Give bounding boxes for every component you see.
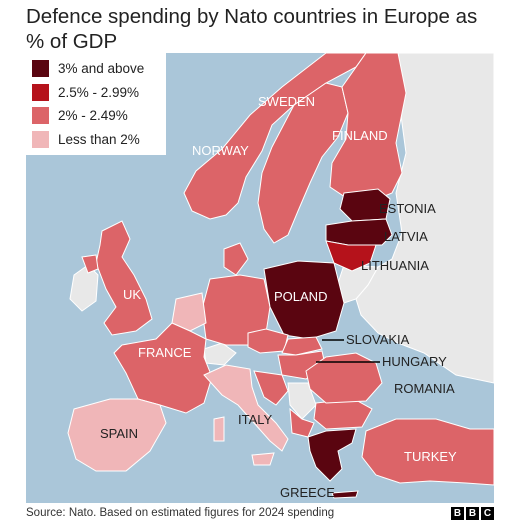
legend-item: 2% - 2.49% [32, 104, 160, 128]
legend-swatch [32, 107, 49, 125]
logo-letter: B [466, 507, 479, 520]
country-greece [307, 428, 357, 482]
bbc-logo: B B C [451, 507, 494, 520]
label-finland: FINLAND [332, 128, 388, 143]
label-norway: NORWAY [192, 143, 249, 158]
label-lithuania: LITHUANIA [361, 258, 429, 273]
non-nato-serbia [287, 382, 317, 420]
country-italy-sardinia [213, 416, 225, 442]
label-estonia: ESTONIA [379, 201, 436, 216]
label-sweden: SWEDEN [258, 94, 315, 109]
country-romania [305, 352, 383, 404]
legend-label: 2% - 2.49% [58, 108, 128, 124]
country-italy-sicily [251, 452, 275, 466]
legend-swatch [32, 130, 49, 148]
source-note: Source: Nato. Based on estimated figures… [26, 507, 335, 519]
country-norway [183, 53, 367, 220]
country-uk [95, 220, 153, 336]
country-turkey [361, 418, 494, 486]
legend-label: Less than 2% [58, 131, 140, 147]
country-italy [203, 364, 289, 452]
country-benelux [171, 292, 207, 332]
label-turkey: TURKEY [404, 449, 457, 464]
label-romania: ROMANIA [394, 381, 455, 396]
country-denmark [223, 242, 249, 276]
legend-item: 2.5% - 2.99% [32, 81, 160, 105]
legend-item: Less than 2% [32, 128, 160, 152]
logo-letter: C [481, 507, 494, 520]
label-slovakia: SLOVAKIA [346, 332, 410, 347]
footer: Source: Nato. Based on estimated figures… [26, 504, 494, 523]
legend-label: 3% and above [58, 61, 145, 77]
label-uk: UK [123, 287, 141, 302]
legend-swatch [32, 60, 49, 78]
legend: 3% and above 2.5% - 2.99% 2% - 2.49% Les… [26, 53, 166, 155]
label-poland: POLAND [274, 289, 327, 304]
map-title: Defence spending by Nato countries in Eu… [26, 5, 478, 53]
country-france [113, 322, 213, 414]
logo-letter: B [451, 507, 464, 520]
country-croatia-slovenia [253, 370, 289, 406]
legend-item: 3% and above [32, 57, 160, 81]
label-spain: SPAIN [100, 426, 138, 441]
legend-label: 2.5% - 2.99% [58, 84, 140, 100]
country-poland [263, 260, 345, 340]
country-albania-mk [289, 407, 315, 438]
europe-map: NORWAY SWEDEN FINLAND ESTONIA LATVIA LIT… [26, 53, 494, 503]
label-latvia: LATVIA [384, 229, 428, 244]
country-greece-crete [331, 490, 359, 499]
legend-swatch [32, 83, 49, 101]
label-hungary: HUNGARY [382, 354, 447, 369]
country-slovakia [281, 336, 323, 356]
label-greece: GREECE [280, 485, 335, 500]
country-spain [67, 398, 167, 472]
label-france: FRANCE [138, 345, 192, 360]
label-italy: ITALY [238, 412, 273, 427]
country-uk-ni [81, 254, 99, 274]
